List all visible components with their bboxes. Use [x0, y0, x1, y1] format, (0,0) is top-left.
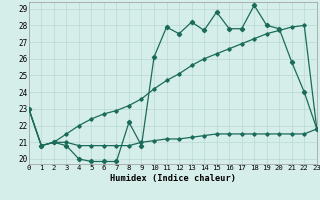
X-axis label: Humidex (Indice chaleur): Humidex (Indice chaleur): [110, 174, 236, 183]
